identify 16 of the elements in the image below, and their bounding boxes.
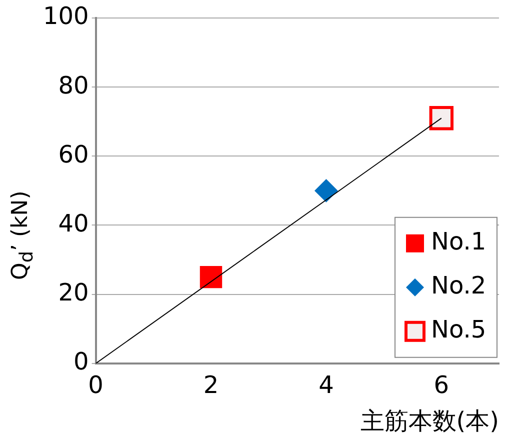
y-tick-label: 80 (58, 71, 89, 100)
y-tick-label: 0 (74, 348, 89, 376)
x-tick-label: 2 (203, 371, 219, 400)
y-tick-label: 20 (58, 278, 89, 307)
point (200, 266, 222, 288)
legend-label: No.5 (431, 316, 486, 344)
y-tick-label: 100 (42, 2, 89, 30)
y-tick-label: 40 (58, 209, 89, 238)
x-tick-label: 6 (434, 371, 450, 400)
point (429, 106, 454, 130)
x-axis-title: 主筋本数(本) (360, 406, 499, 435)
x-tick-label: 4 (318, 371, 334, 400)
y-tick-label: 60 (58, 140, 89, 168)
legend-label: No.1 (431, 228, 486, 256)
point (314, 179, 338, 202)
legend-label: No.2 (431, 272, 486, 300)
